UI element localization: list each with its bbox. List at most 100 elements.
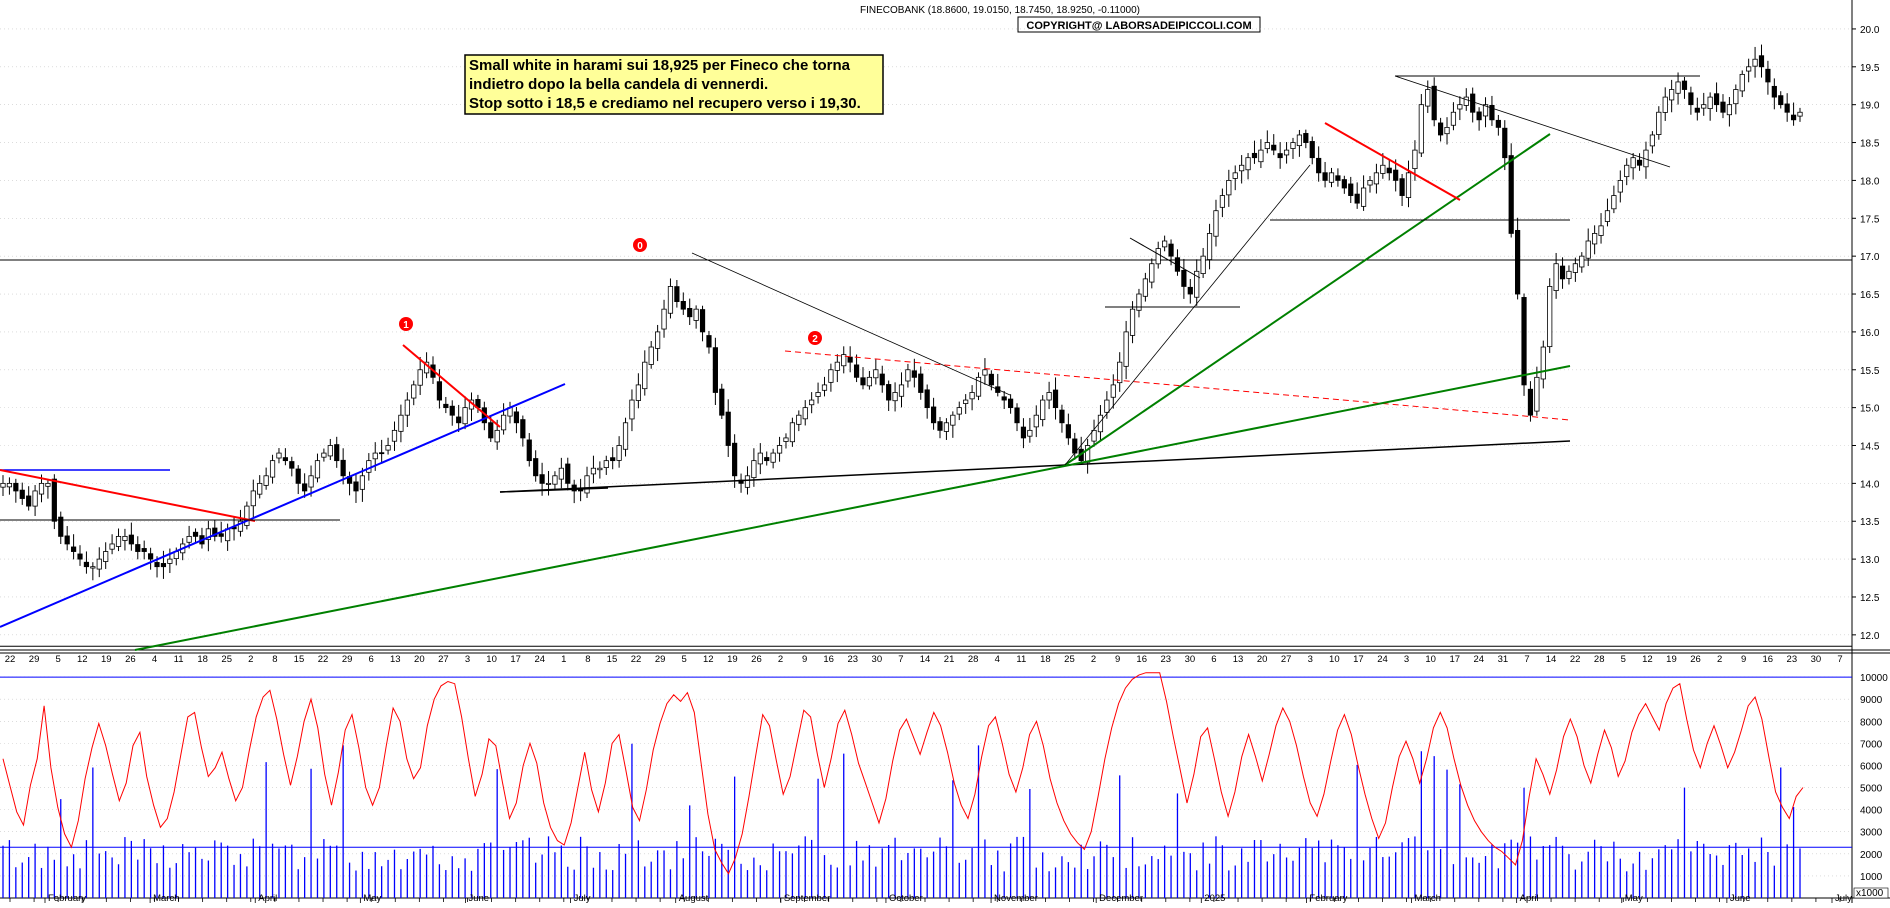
- candle-body: [699, 309, 706, 333]
- candle-body: [295, 468, 301, 484]
- marker-0-label: 0: [637, 241, 643, 252]
- candle-body: [1348, 183, 1354, 196]
- candle-body: [1367, 180, 1373, 186]
- indicator-tick-label: 7000: [1860, 739, 1883, 750]
- x-day-tick: 16: [1762, 654, 1773, 665]
- candle-body: [1636, 159, 1643, 166]
- x-day-tick: 13: [390, 654, 401, 665]
- candle-body: [674, 286, 680, 302]
- candle-body: [879, 373, 885, 386]
- candle-body: [924, 389, 930, 409]
- candle-body: [1758, 55, 1765, 68]
- x-day-tick: 10: [1425, 654, 1436, 665]
- candle-body: [1117, 361, 1123, 384]
- candle-body: [693, 308, 699, 321]
- candle-body: [1194, 270, 1200, 298]
- candle-body: [982, 369, 988, 376]
- x-day-tick: 24: [1377, 654, 1388, 665]
- candle-body: [719, 388, 725, 416]
- candle-body: [815, 392, 821, 397]
- x-day-tick: 2: [1091, 654, 1096, 665]
- x-day-tick: 10: [486, 654, 497, 665]
- x-day-tick: 11: [174, 654, 184, 665]
- candle-body: [289, 461, 295, 469]
- oscillator-line: [2, 672, 1804, 875]
- price-tick-label: 17.5: [1860, 214, 1880, 225]
- candle-body: [655, 331, 661, 349]
- candle-body: [1547, 286, 1553, 348]
- candle-body: [988, 373, 994, 386]
- x-day-tick: 20: [1257, 654, 1268, 665]
- trendline-red-1: [0, 469, 256, 522]
- x-axis-labels: 22 29 5 12 19 26 4 11 18 25 2 8 15 22 29 6 13 20 27 3 10 17 24…: [5, 654, 1852, 904]
- candle-body: [635, 384, 641, 401]
- candle-body: [1251, 152, 1258, 159]
- candle-body: [1726, 104, 1733, 116]
- candle-body: [83, 561, 90, 568]
- candle-body: [1187, 286, 1193, 295]
- candle-body: [1746, 66, 1752, 72]
- candle-body: [770, 452, 776, 463]
- candle-body: [789, 422, 795, 443]
- candle-body: [1797, 111, 1803, 117]
- candle-body: [1617, 180, 1623, 193]
- candle-body: [1219, 195, 1225, 208]
- candle-body: [764, 457, 770, 462]
- candle-body: [372, 452, 378, 460]
- candle-body: [1380, 164, 1386, 174]
- candle-body: [1168, 243, 1174, 257]
- candles: [0, 44, 1803, 581]
- candle-body: [706, 335, 712, 348]
- candle-body: [905, 369, 911, 382]
- x-day-tick: 4: [995, 654, 1000, 665]
- price-tick-label: 19.5: [1860, 63, 1880, 74]
- x-day-tick: 2: [778, 654, 783, 665]
- candle-body: [77, 553, 83, 560]
- x-month-label: September: [784, 893, 830, 903]
- x-day-tick: 5: [1621, 654, 1626, 665]
- candle-body: [751, 460, 757, 479]
- candle-body: [359, 475, 366, 490]
- candle-body: [898, 384, 905, 397]
- candle-body: [622, 422, 629, 450]
- candle-body: [321, 452, 327, 458]
- x-month-label: February: [1309, 893, 1347, 903]
- candle-body: [866, 376, 873, 387]
- x-day-tick: 24: [534, 654, 545, 665]
- candle-body: [1399, 178, 1405, 196]
- candle-body: [186, 535, 192, 543]
- candle-body: [847, 356, 853, 363]
- candle-body: [26, 495, 32, 507]
- candle-body: [1258, 149, 1264, 163]
- x-month-label: May: [1625, 893, 1643, 903]
- candle-body: [122, 535, 128, 541]
- trendline-black-top: [1394, 75, 1671, 168]
- volume-bars: [2, 743, 1801, 898]
- candle-body: [6, 482, 13, 488]
- x-day-tick: 21: [944, 654, 955, 665]
- candle-body: [1598, 225, 1604, 236]
- candle-body: [1784, 103, 1790, 113]
- candle-body: [1206, 233, 1213, 260]
- candle-body: [1393, 169, 1399, 181]
- candle-body: [250, 490, 256, 507]
- trendline-red-3: [1324, 122, 1461, 201]
- x-day-tick: 29: [29, 654, 40, 665]
- price-tick-label: 17.0: [1860, 252, 1880, 263]
- trendline-blue-rising: [0, 383, 566, 628]
- candle-body: [385, 445, 391, 451]
- candle-body: [1373, 172, 1380, 185]
- candle-body: [853, 364, 860, 378]
- candle-body: [167, 558, 173, 564]
- indicator-tick-label: 3000: [1860, 828, 1883, 839]
- candle-body: [1239, 164, 1245, 172]
- candle-body: [1790, 114, 1797, 121]
- candle-body: [834, 361, 840, 371]
- candle-body: [545, 482, 552, 485]
- oscillator: [2, 672, 1804, 875]
- candle-body: [411, 384, 417, 399]
- candle-body: [237, 520, 244, 532]
- candle-body: [526, 439, 532, 462]
- x-day-tick: 28: [1594, 654, 1605, 665]
